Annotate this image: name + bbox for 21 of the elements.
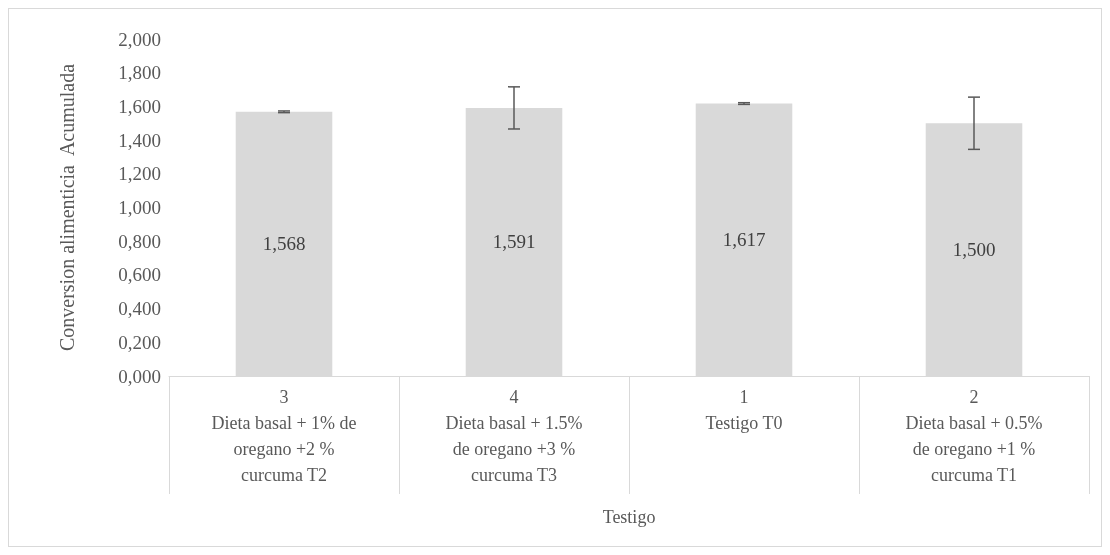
x-tick-label: 4 Dieta basal + 1.5% de oregano +3 % curcuma T3 (445, 387, 583, 485)
y-tick-label: 0,600 (118, 264, 161, 286)
y-tick-label: 1,200 (118, 163, 161, 185)
x-tick-label: 1 Testigo T0 (705, 387, 783, 433)
y-tick-label: 0,200 (118, 331, 161, 353)
data-label: 1,617 (722, 229, 766, 251)
data-label: 1,591 (492, 231, 536, 253)
y-tick-label: 0,800 (118, 230, 161, 252)
x-tick-label: 2 Dieta basal + 0.5% de oregano +1 % curcuma T1 (905, 387, 1043, 485)
y-axis-title: Conversion alimenticia Acumulada (56, 63, 78, 352)
y-tick-label: 2,000 (118, 28, 161, 50)
y-tick-label: 1,000 (118, 197, 161, 218)
y-tick-label: 1,800 (118, 62, 161, 84)
y-tick-label: 1,400 (118, 129, 161, 151)
y-tick-label: 1,600 (118, 95, 161, 117)
data-label: 1,568 (262, 233, 306, 255)
x-tick-label: 3 Dieta basal + 1% de oregano +2 % curcuma T2 (211, 387, 357, 485)
data-label: 1,500 (952, 239, 996, 261)
y-tick-label: 0,000 (118, 365, 161, 387)
y-tick-label: 0,400 (118, 298, 161, 320)
x-axis-title: Testigo (602, 507, 656, 527)
